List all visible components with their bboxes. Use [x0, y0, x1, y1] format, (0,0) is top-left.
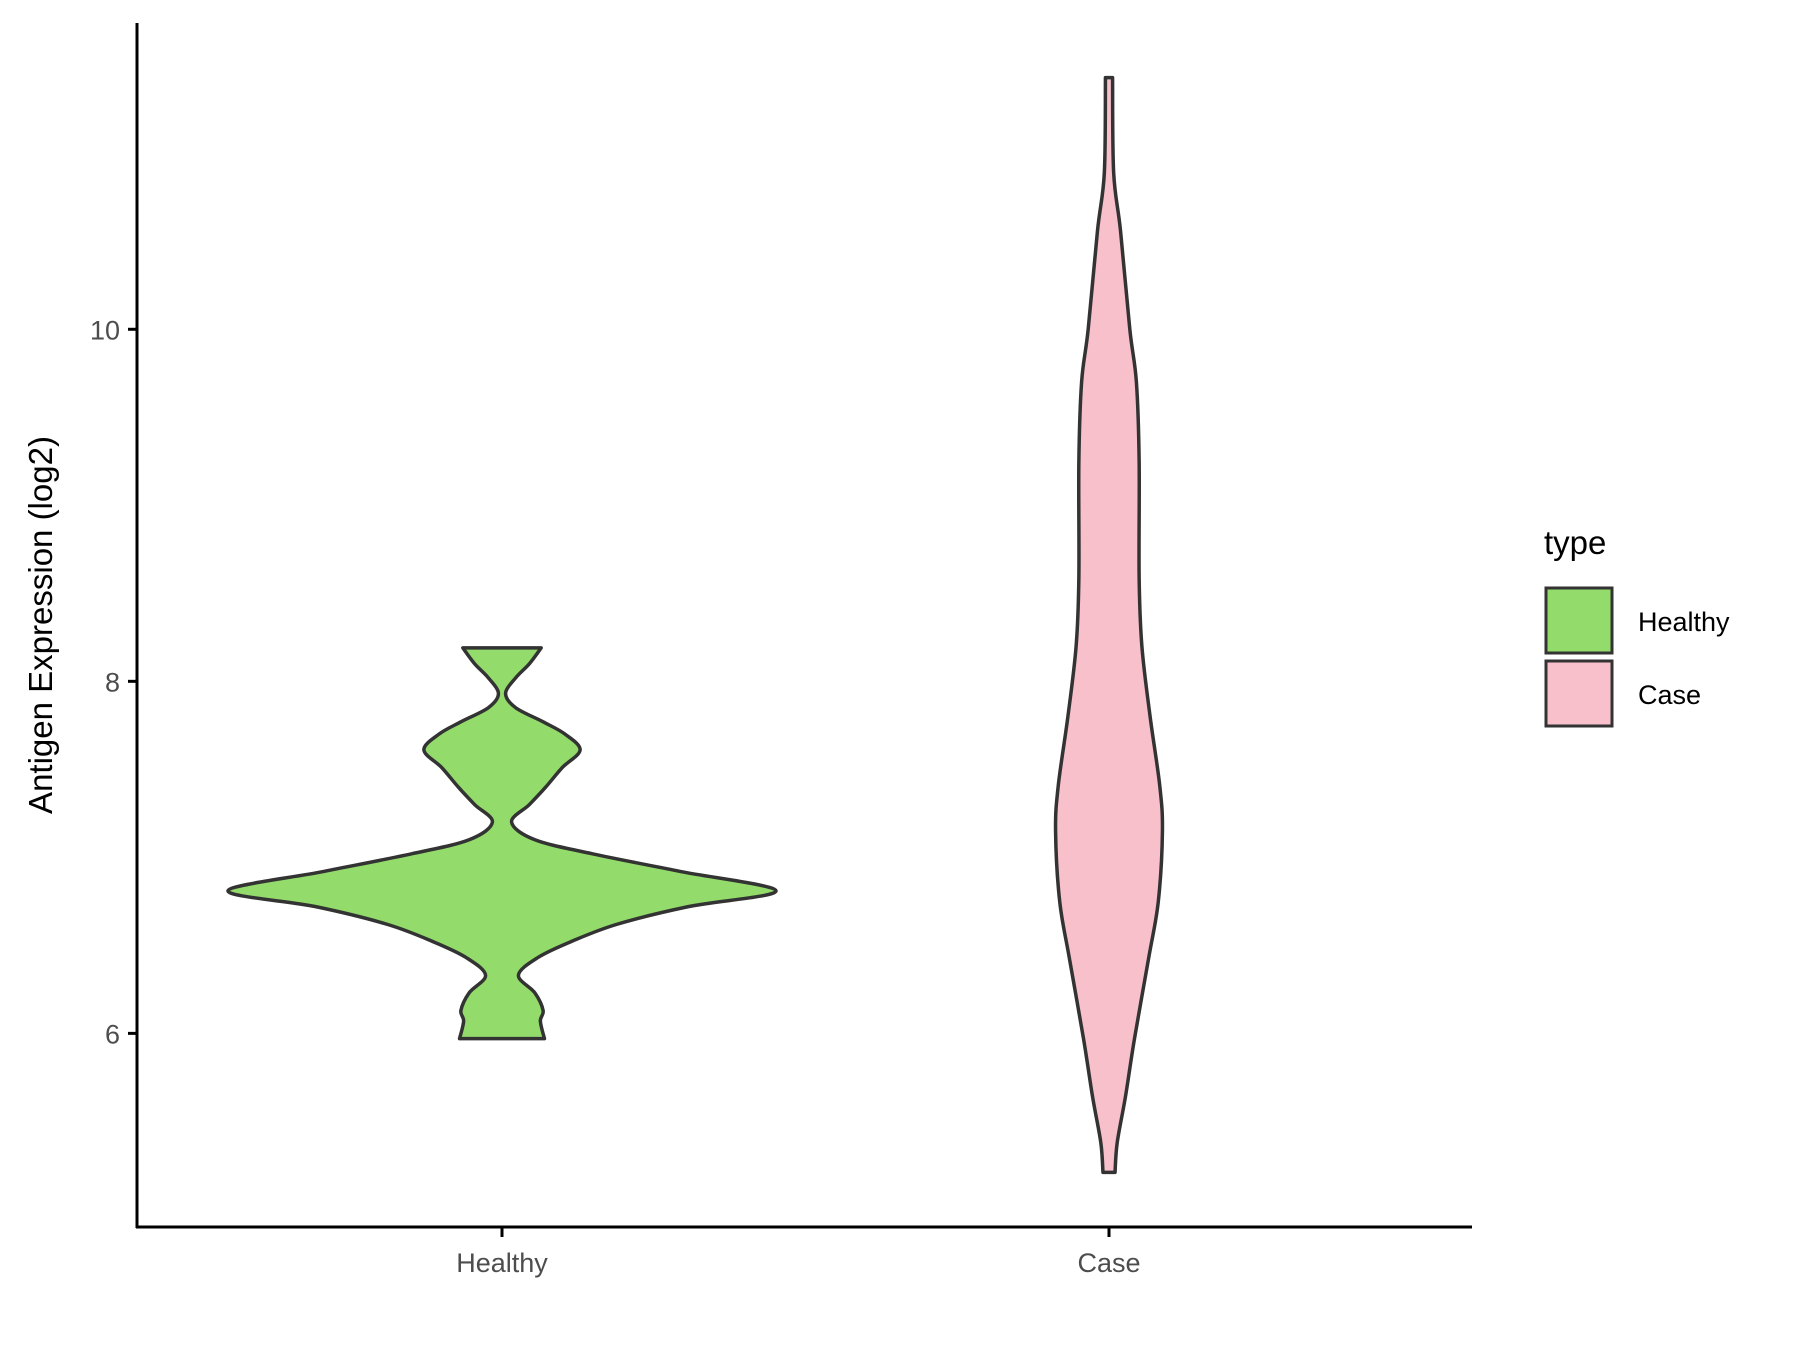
legend-label-case: Case	[1638, 680, 1701, 710]
y-tick-label: 6	[105, 1019, 120, 1049]
violin-healthy	[226, 646, 778, 1041]
violin-case	[1053, 75, 1165, 1175]
violins	[226, 75, 1165, 1175]
legend: type Healthy Case	[1544, 524, 1730, 728]
x-tick-label-healthy: Healthy	[456, 1248, 548, 1278]
legend-key-case	[1544, 659, 1614, 728]
legend-key-healthy	[1544, 586, 1614, 655]
y-tick-label: 10	[90, 315, 120, 345]
x-ticks: Healthy Case	[456, 1227, 1141, 1278]
y-tick-label: 8	[105, 667, 120, 697]
legend-label-healthy: Healthy	[1638, 607, 1730, 637]
x-tick-label-case: Case	[1077, 1248, 1140, 1278]
y-axis-title: Antigen Expression (log2)	[22, 436, 59, 814]
legend-title: type	[1544, 524, 1606, 561]
y-ticks: 6 8 10	[90, 315, 137, 1049]
